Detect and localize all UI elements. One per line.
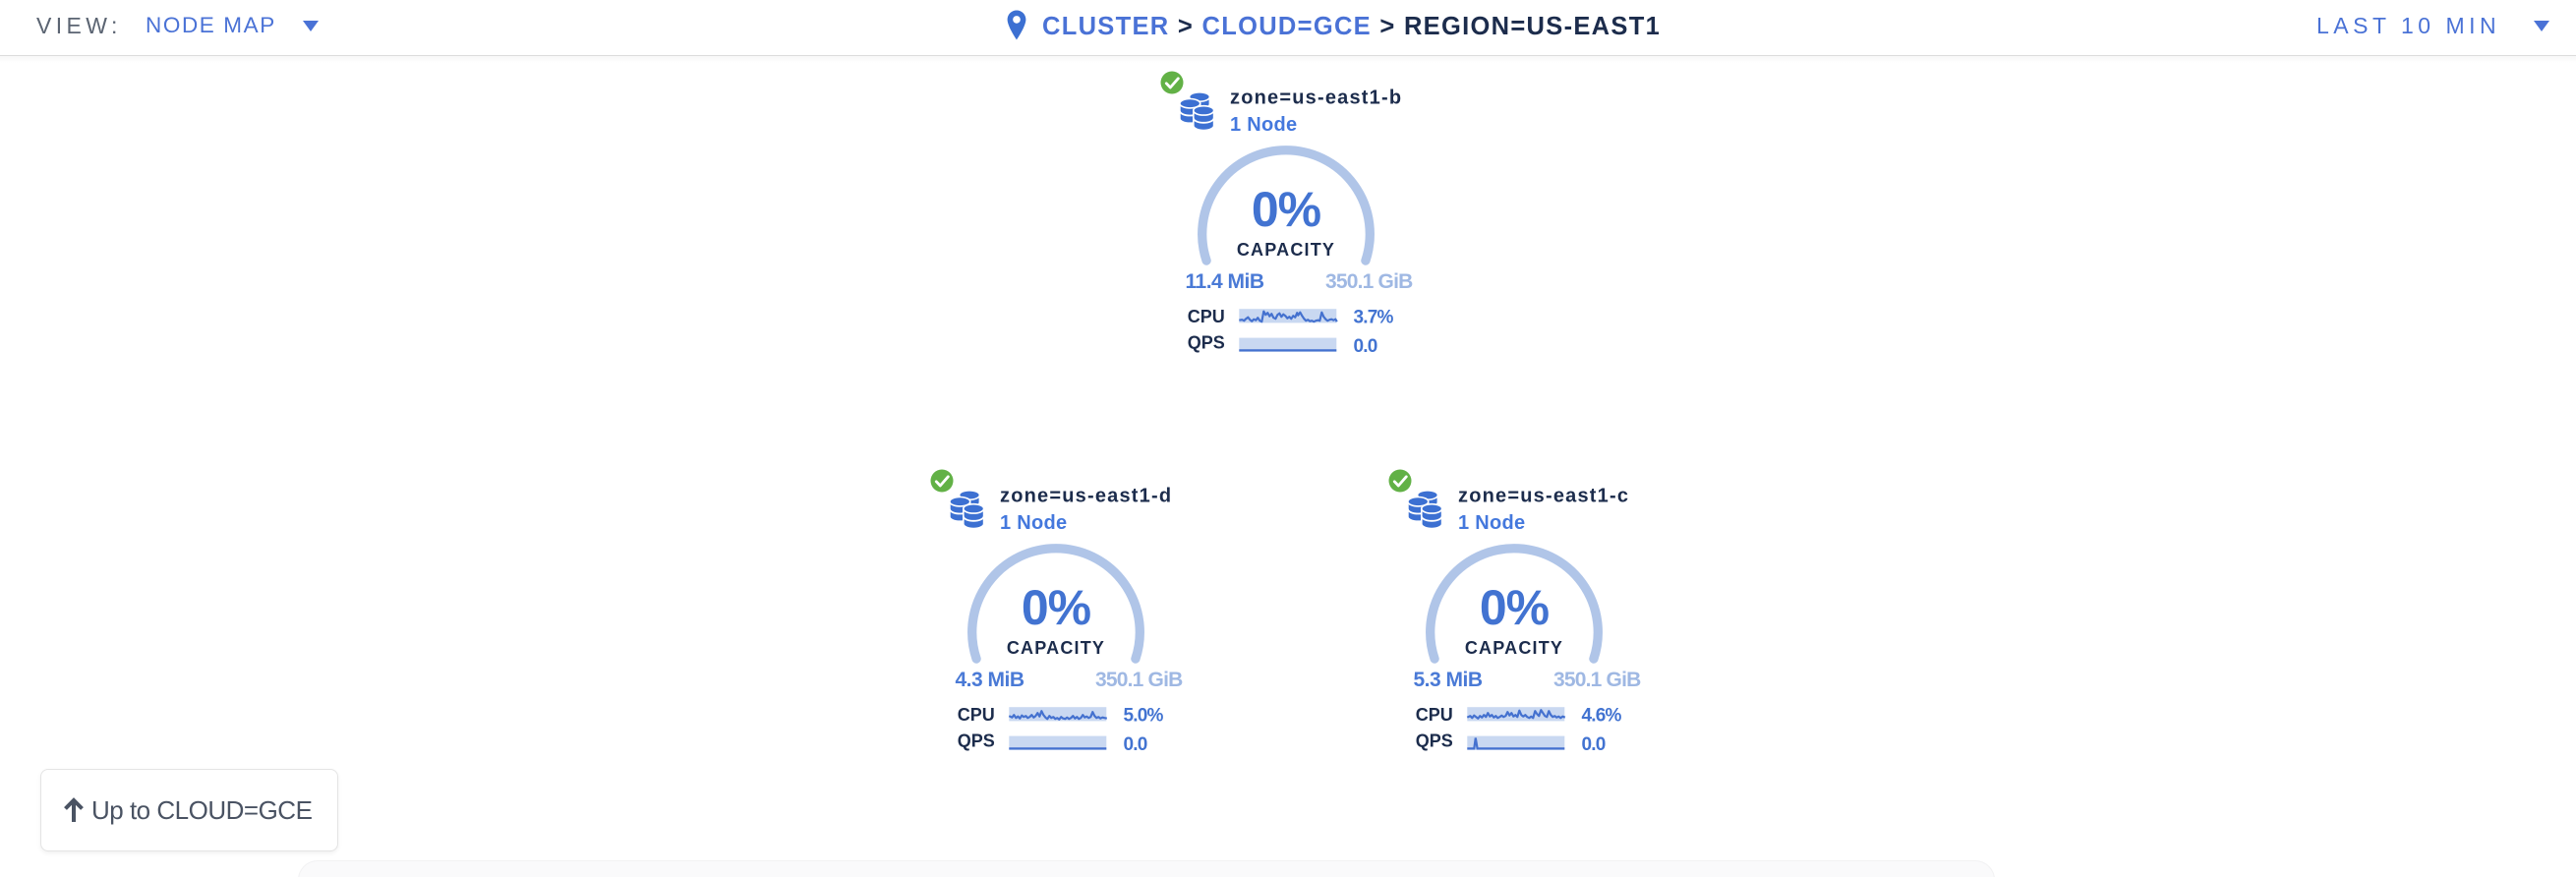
svg-text:5.0%: 5.0%: [1124, 705, 1164, 726]
svg-text:0.0: 0.0: [1354, 336, 1377, 357]
svg-text:0.0: 0.0: [1582, 734, 1606, 755]
svg-text:5.3 MiB: 5.3 MiB: [1414, 669, 1483, 691]
svg-text:QPS: QPS: [1416, 731, 1453, 750]
svg-text:CPU: CPU: [1188, 307, 1225, 326]
svg-text:CAPACITY: CAPACITY: [1007, 638, 1105, 658]
svg-text:CPU: CPU: [1416, 705, 1453, 725]
svg-text:1 Node: 1 Node: [1000, 512, 1067, 534]
svg-text:QPS: QPS: [1188, 332, 1225, 352]
svg-text:zone=us-east1-d: zone=us-east1-d: [1000, 486, 1172, 507]
svg-text:zone=us-east1-c: zone=us-east1-c: [1458, 486, 1629, 507]
svg-text:350.1 GiB: 350.1 GiB: [1325, 270, 1413, 293]
svg-text:QPS: QPS: [958, 731, 995, 750]
svg-text:0%: 0%: [1480, 580, 1550, 635]
svg-text:CAPACITY: CAPACITY: [1465, 638, 1563, 658]
svg-text:0%: 0%: [1022, 580, 1091, 635]
svg-text:350.1 GiB: 350.1 GiB: [1095, 669, 1183, 691]
svg-text:0%: 0%: [1252, 182, 1321, 237]
svg-text:CAPACITY: CAPACITY: [1237, 240, 1335, 260]
svg-text:350.1 GiB: 350.1 GiB: [1553, 669, 1641, 691]
svg-text:1 Node: 1 Node: [1230, 114, 1297, 136]
svg-text:11.4 MiB: 11.4 MiB: [1186, 270, 1264, 293]
svg-text:4.3 MiB: 4.3 MiB: [956, 669, 1025, 691]
svg-text:zone=us-east1-b: zone=us-east1-b: [1230, 88, 1402, 109]
svg-text:3.7%: 3.7%: [1354, 307, 1394, 327]
svg-text:CPU: CPU: [958, 705, 995, 725]
svg-text:1 Node: 1 Node: [1458, 512, 1525, 534]
svg-text:0.0: 0.0: [1124, 734, 1147, 755]
svg-text:4.6%: 4.6%: [1582, 705, 1622, 726]
